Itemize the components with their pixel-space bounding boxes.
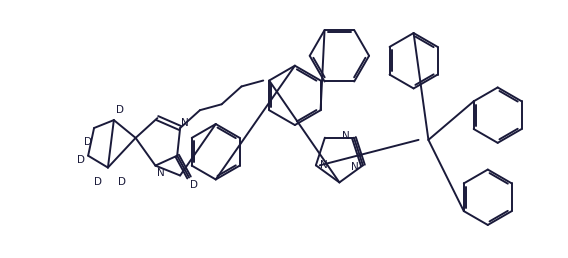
Text: D: D	[94, 178, 102, 187]
Text: D: D	[77, 155, 85, 165]
Text: N: N	[351, 162, 359, 172]
Text: D: D	[116, 105, 124, 115]
Text: D: D	[118, 178, 126, 187]
Text: D: D	[84, 137, 92, 147]
Text: N: N	[342, 131, 350, 141]
Text: N: N	[181, 118, 189, 128]
Text: N: N	[320, 160, 328, 170]
Text: N: N	[157, 167, 165, 178]
Text: D: D	[190, 180, 198, 190]
